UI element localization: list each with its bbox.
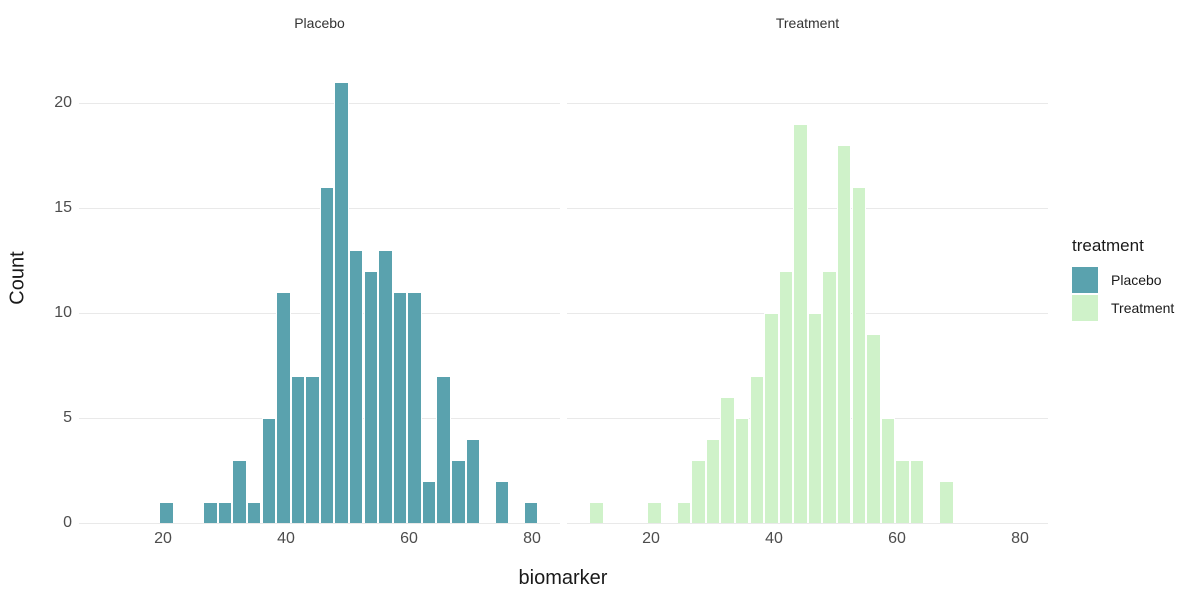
x-tick-label: 40 bbox=[277, 530, 295, 547]
histogram-bar bbox=[159, 502, 174, 523]
histogram-bar bbox=[866, 334, 881, 523]
histogram-bar bbox=[734, 418, 750, 523]
histogram-bar bbox=[676, 502, 692, 523]
x-tick-label: 60 bbox=[400, 530, 418, 547]
legend-swatch-treatment bbox=[1072, 295, 1098, 321]
x-tick-label: 60 bbox=[888, 530, 906, 547]
histogram-bar bbox=[407, 292, 422, 523]
gridline-y-15 bbox=[79, 208, 560, 209]
histogram-bar bbox=[705, 439, 721, 523]
x-tick-label: 20 bbox=[154, 530, 172, 547]
legend-swatch-placebo bbox=[1072, 267, 1098, 293]
histogram-bar bbox=[836, 145, 852, 523]
legend-label-treatment: Treatment bbox=[1111, 300, 1175, 316]
gridline-y-20 bbox=[567, 103, 1048, 104]
histogram-bar bbox=[764, 313, 779, 523]
histogram-bar bbox=[851, 187, 867, 523]
histogram-bar bbox=[895, 460, 910, 523]
histogram-bar bbox=[909, 460, 925, 523]
histogram-bar bbox=[421, 481, 437, 523]
x-tick-label: 80 bbox=[523, 530, 541, 547]
histogram-bar bbox=[647, 502, 662, 523]
x-tick-label: 80 bbox=[1011, 530, 1029, 547]
histogram-bar bbox=[589, 502, 604, 523]
histogram-bar bbox=[880, 418, 896, 523]
y-axis-title: Count bbox=[6, 251, 29, 305]
histogram-bar bbox=[348, 250, 364, 523]
y-tick-label: 20 bbox=[54, 94, 72, 111]
legend-item-treatment: Treatment bbox=[1072, 295, 1174, 321]
histogram-bar bbox=[290, 376, 306, 523]
y-tick-label: 0 bbox=[63, 514, 72, 531]
histogram-bar bbox=[807, 313, 823, 523]
histogram-bar bbox=[363, 271, 379, 523]
facet-panel-treatment bbox=[567, 60, 1048, 524]
histogram-bar bbox=[246, 502, 262, 523]
legend-title: treatment bbox=[1072, 236, 1144, 255]
histogram-bar bbox=[749, 376, 765, 523]
histogram-bar bbox=[939, 481, 954, 523]
histogram-bar bbox=[523, 502, 539, 523]
histogram-bar bbox=[334, 82, 349, 523]
gridline-y-0 bbox=[79, 523, 560, 524]
histogram-bar bbox=[217, 502, 233, 523]
histogram-bar bbox=[305, 376, 320, 523]
gridline-y-0 bbox=[567, 523, 1048, 524]
y-tick-label: 10 bbox=[54, 304, 72, 321]
histogram-bar bbox=[691, 460, 706, 523]
histogram-bar bbox=[436, 376, 451, 523]
histogram-bar bbox=[319, 187, 335, 523]
y-tick-label: 5 bbox=[63, 409, 72, 426]
histogram-bar bbox=[203, 502, 218, 523]
histogram-bar bbox=[822, 271, 837, 523]
histogram-bar bbox=[793, 124, 808, 523]
histogram-bar bbox=[261, 418, 277, 523]
y-tick-label: 15 bbox=[54, 199, 72, 216]
histogram-bar bbox=[494, 481, 510, 523]
x-axis-title: biomarker bbox=[518, 567, 608, 589]
histogram-bar bbox=[465, 439, 481, 523]
histogram-bar bbox=[392, 292, 408, 523]
histogram-bar bbox=[720, 397, 735, 523]
histogram-bar bbox=[451, 460, 466, 523]
histogram-bar bbox=[778, 271, 794, 523]
x-tick-label: 40 bbox=[765, 530, 783, 547]
histogram-bar bbox=[378, 250, 393, 523]
x-tick-label: 20 bbox=[642, 530, 660, 547]
histogram-bar bbox=[232, 460, 247, 523]
facet-strip-label-treatment: Treatment bbox=[775, 15, 840, 31]
legend-label-placebo: Placebo bbox=[1111, 272, 1162, 288]
facet-strip-label-placebo: Placebo bbox=[294, 15, 345, 31]
legend-item-placebo: Placebo bbox=[1072, 267, 1174, 293]
histogram-bar bbox=[276, 292, 291, 523]
facet-panel-placebo bbox=[79, 60, 560, 524]
legend: treatment Placebo Treatment bbox=[1072, 236, 1174, 323]
gridline-y-20 bbox=[79, 103, 560, 104]
gridline-y-10 bbox=[79, 313, 560, 314]
